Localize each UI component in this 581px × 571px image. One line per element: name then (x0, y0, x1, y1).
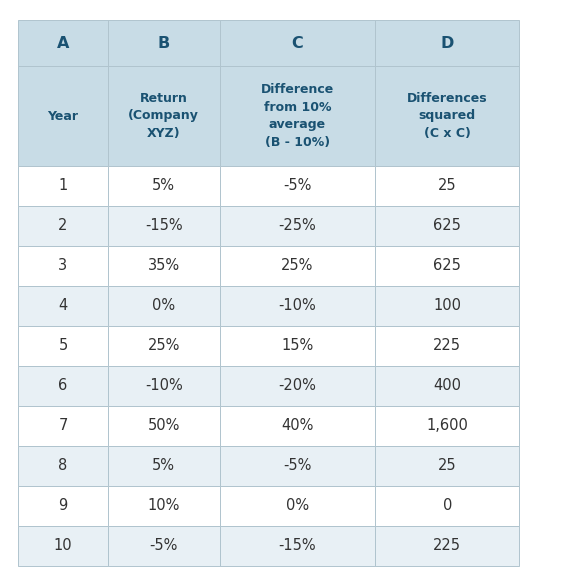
Bar (375, 406, 519, 446)
Text: 35%: 35% (148, 259, 180, 274)
Text: 225: 225 (433, 339, 461, 353)
Bar (220, 206, 375, 246)
Text: 0%: 0% (286, 498, 309, 513)
Text: 25: 25 (438, 179, 457, 194)
Bar (375, 446, 519, 486)
Bar (18, 166, 108, 206)
Bar (18, 366, 108, 406)
Text: 40%: 40% (281, 419, 314, 433)
Text: 10%: 10% (148, 498, 180, 513)
Bar (375, 246, 519, 286)
Text: -10%: -10% (145, 379, 182, 393)
Bar (220, 66, 375, 166)
Bar (375, 66, 519, 166)
Text: -10%: -10% (278, 299, 316, 313)
Bar (220, 20, 375, 66)
Bar (18, 206, 108, 246)
Text: -5%: -5% (149, 538, 178, 553)
Text: 9: 9 (58, 498, 67, 513)
Text: 5: 5 (58, 339, 67, 353)
Text: 0%: 0% (152, 299, 175, 313)
Text: 3: 3 (59, 259, 67, 274)
Text: 15%: 15% (281, 339, 313, 353)
Bar (220, 286, 375, 326)
Bar (108, 486, 220, 526)
Text: 400: 400 (433, 379, 461, 393)
Text: 25%: 25% (148, 339, 180, 353)
Text: Difference
from 10%
average
(B - 10%): Difference from 10% average (B - 10%) (261, 83, 334, 149)
Bar (375, 20, 519, 66)
Text: 5%: 5% (152, 179, 175, 194)
Text: Differences
squared
(C x C): Differences squared (C x C) (407, 92, 487, 140)
Text: 1,600: 1,600 (426, 419, 468, 433)
Bar (108, 206, 220, 246)
Bar (18, 486, 108, 526)
Bar (18, 286, 108, 326)
Bar (375, 206, 519, 246)
Text: 5%: 5% (152, 459, 175, 473)
Text: 6: 6 (58, 379, 67, 393)
Text: 625: 625 (433, 259, 461, 274)
Text: C: C (292, 35, 303, 50)
Text: 4: 4 (58, 299, 67, 313)
Bar (108, 286, 220, 326)
Text: 25%: 25% (281, 259, 314, 274)
Bar (220, 486, 375, 526)
Text: -15%: -15% (145, 219, 182, 234)
Bar (375, 526, 519, 566)
Bar (108, 246, 220, 286)
Bar (375, 286, 519, 326)
Text: A: A (57, 35, 69, 50)
Bar (375, 326, 519, 366)
Bar (220, 326, 375, 366)
Text: 0: 0 (443, 498, 452, 513)
Bar (375, 486, 519, 526)
Bar (18, 66, 108, 166)
Text: -20%: -20% (278, 379, 316, 393)
Text: Year: Year (48, 110, 78, 123)
Bar (220, 166, 375, 206)
Text: 10: 10 (53, 538, 72, 553)
Text: -5%: -5% (283, 459, 311, 473)
Text: B: B (157, 35, 170, 50)
Text: 625: 625 (433, 219, 461, 234)
Text: 2: 2 (58, 219, 67, 234)
Bar (18, 246, 108, 286)
Text: -15%: -15% (278, 538, 316, 553)
Bar (108, 20, 220, 66)
Bar (108, 526, 220, 566)
Text: D: D (440, 35, 454, 50)
Bar (108, 66, 220, 166)
Text: 1: 1 (58, 179, 67, 194)
Bar (18, 326, 108, 366)
Bar (375, 366, 519, 406)
Bar (220, 526, 375, 566)
Text: 225: 225 (433, 538, 461, 553)
Bar (18, 20, 108, 66)
Text: -25%: -25% (278, 219, 316, 234)
Text: 50%: 50% (148, 419, 180, 433)
Text: 25: 25 (438, 459, 457, 473)
Bar (108, 446, 220, 486)
Text: -5%: -5% (283, 179, 311, 194)
Bar (108, 326, 220, 366)
Bar (220, 246, 375, 286)
Text: 100: 100 (433, 299, 461, 313)
Bar (220, 446, 375, 486)
Text: Return
(Company
XYZ): Return (Company XYZ) (128, 92, 199, 140)
Text: 8: 8 (58, 459, 67, 473)
Bar (108, 166, 220, 206)
Bar (220, 406, 375, 446)
Bar (220, 366, 375, 406)
Bar (18, 406, 108, 446)
Bar (375, 166, 519, 206)
Bar (18, 446, 108, 486)
Text: 7: 7 (58, 419, 67, 433)
Bar (108, 406, 220, 446)
Bar (18, 526, 108, 566)
Bar (108, 366, 220, 406)
